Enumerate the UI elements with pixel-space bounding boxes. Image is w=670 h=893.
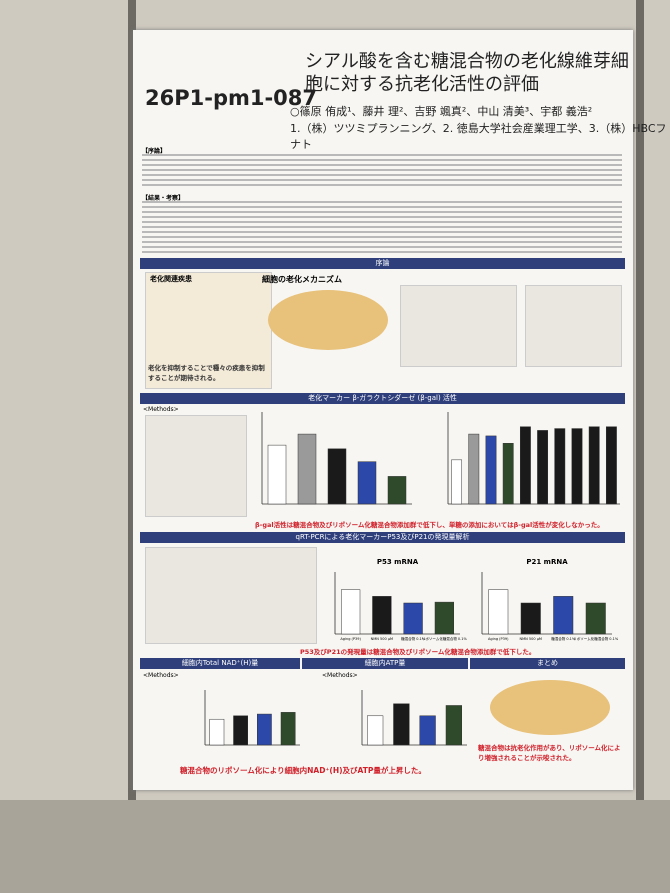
poster-id: 26P1-pm1-087: [145, 86, 318, 110]
chart-title: P53 mRNA: [377, 558, 419, 566]
section-header: 序論: [140, 258, 625, 269]
section-header: qRT-PCRによる老化マーカーP53及びP21の発現量解析: [140, 532, 625, 543]
abstract-heading: 【序論】: [142, 148, 167, 155]
bar: [393, 703, 410, 746]
bar: [341, 589, 361, 635]
section-header: まとめ: [470, 658, 625, 669]
text-line: [142, 174, 622, 176]
conclusion: P53及びP21の発現量は糖混合物及びリポソーム化糖混合物添加群で低下した。: [300, 648, 536, 656]
bar: [267, 444, 287, 505]
bar: [519, 426, 531, 505]
conclusion: 糖混合物は抗老化作用があり、リポソーム化により増強されることが示唆された。: [478, 744, 621, 762]
section-header: 老化マーカー β-ガラクトシダーゼ (β-gal) 活性: [140, 393, 625, 404]
text-line: [142, 211, 622, 213]
text-line: [142, 226, 622, 228]
text-line: [142, 206, 622, 208]
bar: [367, 715, 384, 746]
methods-label: <Methods>: [143, 672, 179, 679]
intro-heading: 細胞の老化メカニズム: [262, 275, 342, 284]
methods-panel: [145, 415, 247, 517]
bar: [554, 428, 566, 505]
bar: [357, 461, 377, 505]
section-header: 細胞内Total NAD⁺(H)量: [140, 658, 300, 669]
bar: [445, 705, 462, 746]
bar: [233, 715, 248, 746]
bar: [485, 435, 497, 505]
bar: [588, 426, 600, 505]
bar: [257, 713, 272, 746]
x-tick-label: NMN 500 μM: [371, 637, 393, 641]
bar: [419, 715, 436, 746]
bar: [571, 428, 583, 505]
section-header: 細胞内ATP量: [302, 658, 468, 669]
bar: [605, 426, 617, 505]
text-line: [142, 201, 622, 203]
methods-label: <Methods>: [143, 406, 179, 413]
bar: [403, 602, 423, 635]
bar: [209, 718, 225, 746]
text-line: [142, 246, 622, 248]
bar: [451, 459, 463, 505]
chart-title: P21 mRNA: [526, 558, 568, 566]
floor: [0, 800, 670, 893]
intro-message: 老化を抑制することで種々の疾患を抑制することが期待される。: [148, 364, 265, 382]
text-line: [142, 251, 622, 253]
title: シアル酸を含む糖混合物の老化線維芽細胞に対する抗老化活性の評価: [305, 51, 629, 95]
bar: [372, 596, 392, 635]
x-tick-label: リポソーム化糖混合物 0.1%: [573, 636, 619, 641]
text-line: [142, 221, 622, 223]
text-line: [142, 154, 622, 156]
bar: [585, 602, 606, 635]
text-line: [142, 236, 622, 238]
bar: [434, 601, 454, 635]
panel: [400, 285, 517, 367]
pole: [128, 0, 136, 893]
summary-diagram: [490, 680, 610, 735]
bar: [280, 712, 296, 746]
authors: ○篠原 侑成¹、藤井 理²、吉野 颯真²、中山 清美³、宇都 義浩²: [290, 105, 593, 118]
bar: [468, 433, 480, 505]
text-line: [142, 184, 622, 186]
affiliations: 1.（株）ツツミプランニング、2. 徳島大学社会産業理工学、3.（株）HBCフナ…: [290, 122, 667, 151]
text-line: [142, 159, 622, 161]
x-tick-label: NMN 500 μM: [520, 637, 542, 641]
pole: [636, 0, 644, 893]
results-heading: 【結果・考察】: [142, 195, 185, 202]
conclusion: β-gal活性は糖混合物及びリポソーム化糖混合物添加群で低下し、単糖の添加におい…: [255, 521, 604, 529]
cell-diagram: [268, 290, 388, 350]
x-tick-label: リポソーム化糖混合物 0.1%: [422, 636, 468, 641]
text-line: [142, 231, 622, 233]
x-tick-label: 糖混合物 0.1%: [401, 636, 426, 641]
methods-panel: [145, 547, 317, 644]
bar: [502, 443, 514, 505]
x-tick-label: 糖混合物 0.1%: [551, 636, 576, 641]
bar: [520, 602, 541, 635]
text-line: [142, 241, 622, 243]
bar: [327, 448, 347, 505]
x-tick-label: Aging (P39): [340, 637, 361, 641]
bar: [387, 476, 407, 505]
bar: [553, 596, 574, 635]
text-line: [142, 169, 622, 171]
bar: [537, 430, 549, 505]
x-tick-label: Aging (P39): [488, 637, 509, 641]
bar: [488, 589, 509, 635]
bar: [297, 433, 317, 505]
methods-label: <Methods>: [322, 672, 358, 679]
panel: [525, 285, 622, 367]
text-line: [142, 164, 622, 166]
text-line: [142, 216, 622, 218]
text-line: [142, 179, 622, 181]
intro-heading: 老化関連疾患: [150, 275, 192, 283]
conclusion: 糖混合物のリポソーム化により細胞内NAD⁺(H)及びATP量が上昇した。: [180, 766, 426, 775]
